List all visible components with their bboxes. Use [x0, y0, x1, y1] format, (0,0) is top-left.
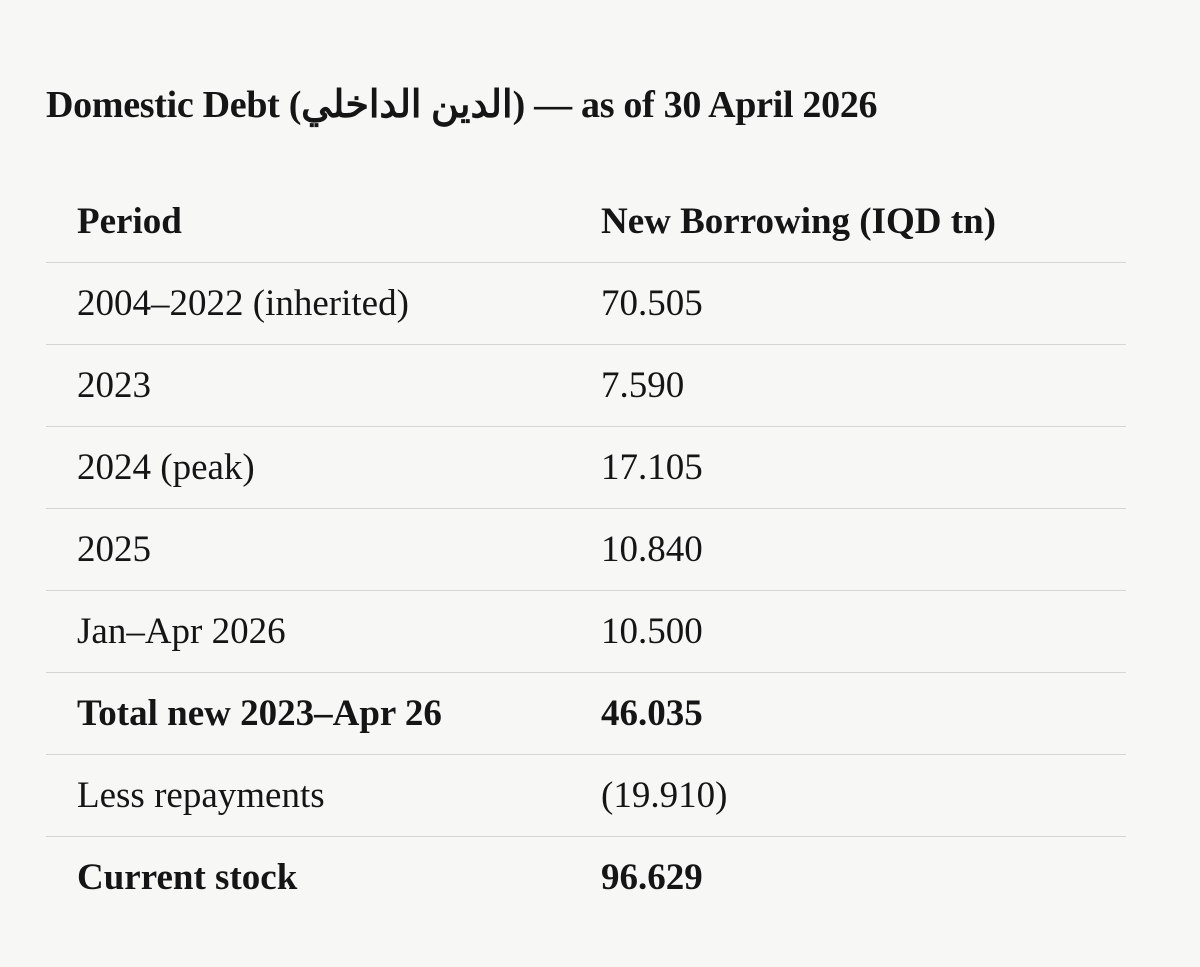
debt-table: Period New Borrowing (IQD tn) 2004–2022 …	[46, 180, 1126, 918]
value-cell: 70.505	[570, 262, 1126, 345]
table-row: 2024 (peak) 17.105	[46, 426, 1126, 509]
period-cell: Current stock	[46, 836, 570, 918]
table-row: Total new 2023–Apr 26 46.035	[46, 672, 1126, 755]
value-cell: 96.629	[570, 836, 1126, 918]
header-row: Period New Borrowing (IQD tn)	[46, 180, 1126, 263]
period-cell: Total new 2023–Apr 26	[46, 672, 570, 755]
header-cell: Period	[77, 200, 182, 242]
period-cell: 2024 (peak)	[46, 426, 570, 509]
value-cell: 7.590	[570, 344, 1126, 427]
period-cell: 2025	[46, 508, 570, 591]
table-body: 2004–2022 (inherited) 70.505 2023 7.590 2024…	[46, 262, 1126, 918]
table-header: Period New Borrowing (IQD tn)	[46, 180, 1126, 263]
table-row: Current stock 96.629	[46, 836, 1126, 918]
value-cell: 46.035	[570, 672, 1126, 755]
period-cell: 2023	[46, 344, 570, 427]
table-row: 2025 10.840	[46, 508, 1126, 591]
period-cell: 2004–2022 (inherited)	[46, 262, 570, 345]
table-row: Jan–Apr 2026 10.500	[46, 590, 1126, 673]
period-cell: Jan–Apr 2026	[46, 590, 570, 673]
table-row: Less repayments (19.910)	[46, 754, 1126, 837]
table-title: Domestic Debt (الدين الداخلي) — as of 30…	[46, 84, 878, 126]
period-cell: Less repayments	[46, 754, 570, 837]
value-cell: 10.500	[570, 590, 1126, 673]
value-cell: 17.105	[570, 426, 1126, 509]
value-cell: (19.910)	[570, 754, 1126, 837]
table-row: 2023 7.590	[46, 344, 1126, 427]
value-cell: 10.840	[570, 508, 1126, 591]
table-row: 2004–2022 (inherited) 70.505	[46, 262, 1126, 345]
header-cell: New Borrowing (IQD tn)	[601, 200, 996, 242]
